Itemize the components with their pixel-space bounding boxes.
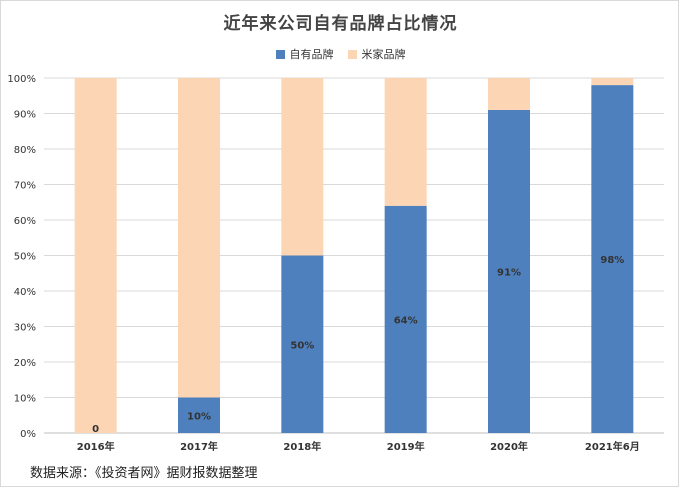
y-tick-label: 0% <box>20 429 36 440</box>
x-tick-label: 2019年 <box>387 440 425 453</box>
bar-mijia-brand <box>178 78 220 398</box>
bar-mijia-brand <box>74 78 117 433</box>
data-label: 91% <box>497 267 521 278</box>
legend-label-own-brand: 自有品牌 <box>289 48 334 61</box>
bar-own-brand <box>384 205 427 433</box>
bar-mijia-brand <box>591 78 634 86</box>
y-tick-label: 90% <box>14 110 36 121</box>
x-tick-label: 2020年 <box>490 440 528 453</box>
y-tick-label: 60% <box>14 216 36 227</box>
legend-swatch-own-brand <box>275 49 285 59</box>
y-tick-label: 10% <box>14 394 36 405</box>
x-tick-label: 2021年6月 <box>585 440 640 453</box>
x-tick-label: 2018年 <box>283 440 321 453</box>
bar-own-brand <box>178 397 220 433</box>
legend-item-mijia-brand: 米家品牌 <box>347 46 406 62</box>
y-tick-label: 100% <box>7 74 36 85</box>
y-tick-label: 30% <box>14 323 36 334</box>
data-label: 50% <box>290 340 314 351</box>
y-tick-label: 50% <box>14 252 36 263</box>
bar-mijia-brand <box>281 78 324 256</box>
chart-title: 近年来公司自有品牌占比情况 <box>223 14 458 34</box>
y-tick-label: 20% <box>14 358 36 369</box>
bar-mijia-brand <box>384 78 427 206</box>
y-tick-label: 70% <box>14 181 36 192</box>
source-note: 数据来源：《投资者网》据财报数据整理 <box>30 466 258 481</box>
bar-own-brand <box>281 255 324 433</box>
data-label: 0 <box>92 424 99 435</box>
legend: 自有品牌 米家品牌 <box>0 46 681 62</box>
data-label: 10% <box>187 411 211 422</box>
x-tick-label: 2016年 <box>77 440 115 453</box>
y-tick-label: 40% <box>14 287 36 298</box>
data-label: 98% <box>600 255 624 266</box>
bar-mijia-brand <box>488 78 530 110</box>
legend-swatch-mijia-brand <box>347 49 357 59</box>
bar-own-brand <box>488 109 530 433</box>
bar-own-brand <box>591 85 634 433</box>
legend-label-mijia-brand: 米家品牌 <box>361 48 406 61</box>
legend-item-own-brand: 自有品牌 <box>275 46 334 62</box>
data-label: 64% <box>394 315 418 326</box>
y-tick-label: 80% <box>14 145 36 156</box>
x-tick-label: 2017年 <box>180 440 218 453</box>
